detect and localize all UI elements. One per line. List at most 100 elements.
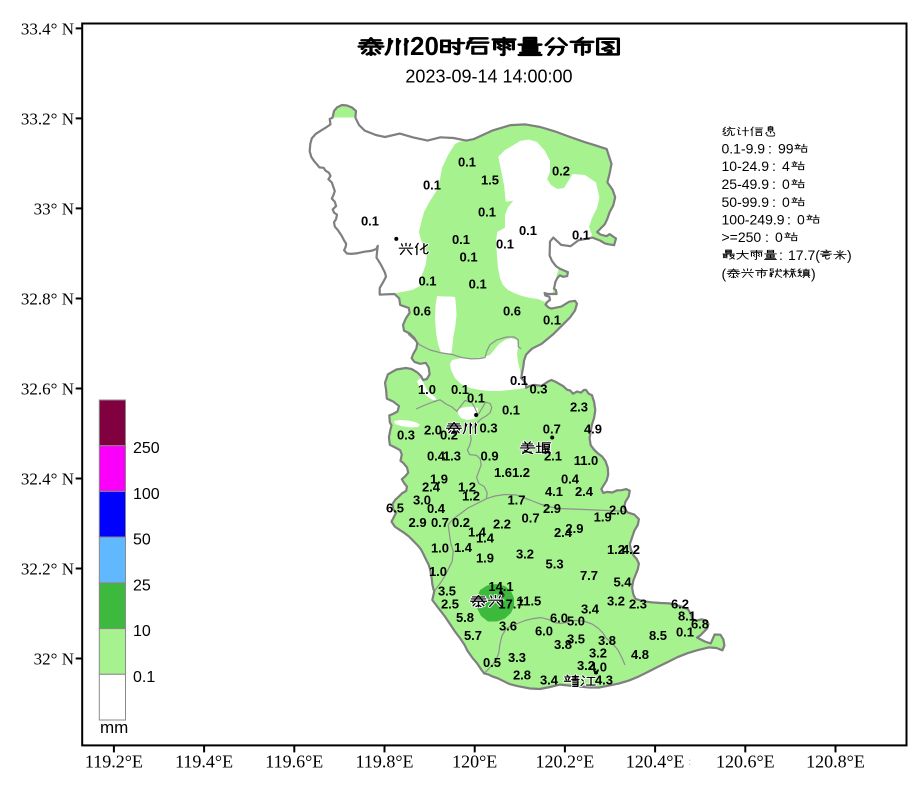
- svg-text:4.2: 4.2: [622, 542, 640, 557]
- svg-text:3.2: 3.2: [577, 658, 595, 673]
- svg-text:0.1: 0.1: [418, 274, 436, 289]
- svg-text:0.1: 0.1: [478, 205, 496, 220]
- svg-text:6.8: 6.8: [691, 617, 709, 632]
- svg-text:2.4: 2.4: [422, 480, 441, 495]
- svg-text:33.2° N: 33.2° N: [21, 109, 74, 128]
- svg-text:3.5: 3.5: [567, 632, 585, 647]
- svg-text:1.0: 1.0: [418, 382, 436, 397]
- svg-text:0.2: 0.2: [452, 515, 470, 530]
- svg-text:2.3: 2.3: [629, 597, 647, 612]
- svg-text:0.6: 0.6: [413, 304, 431, 319]
- svg-text:0.7: 0.7: [543, 422, 561, 437]
- svg-text:11.0: 11.0: [574, 453, 599, 468]
- svg-text:0.1: 0.1: [572, 228, 590, 243]
- svg-text:1.7: 1.7: [507, 493, 525, 508]
- svg-text:0: 0: [782, 176, 790, 192]
- svg-text:0.4: 0.4: [561, 472, 580, 487]
- svg-text::: :: [688, 754, 691, 768]
- svg-text:119.6°E: 119.6°E: [265, 752, 323, 772]
- svg-text:>=250: >=250: [722, 229, 762, 245]
- svg-text:3.0: 3.0: [413, 493, 431, 508]
- svg-text:2.4: 2.4: [575, 484, 594, 499]
- svg-text:3.4: 3.4: [581, 602, 600, 617]
- svg-text:2.8: 2.8: [513, 668, 531, 683]
- svg-text:17.7: 17.7: [498, 597, 523, 612]
- svg-text:3.8: 3.8: [554, 637, 572, 652]
- svg-text:0.7: 0.7: [522, 510, 540, 525]
- svg-text:5.0: 5.0: [567, 614, 585, 629]
- svg-text:1.0: 1.0: [429, 564, 447, 579]
- svg-text:2023-09-14 14:00:00: 2023-09-14 14:00:00: [405, 67, 572, 87]
- svg-text:): ): [847, 247, 852, 263]
- svg-text:2.9: 2.9: [565, 521, 583, 536]
- svg-text:33.4° N: 33.4° N: [21, 19, 74, 38]
- svg-text:120.6°E: 120.6°E: [716, 752, 775, 772]
- svg-text:0.7: 0.7: [431, 515, 449, 530]
- svg-text:25-49.9: 25-49.9: [722, 176, 770, 192]
- svg-text::: :: [772, 194, 776, 210]
- svg-text:3.2: 3.2: [607, 594, 625, 609]
- svg-text:100: 100: [133, 486, 160, 503]
- svg-text:1.4: 1.4: [476, 531, 495, 546]
- svg-text:6.5: 6.5: [386, 501, 404, 516]
- svg-text:0.1: 0.1: [467, 391, 485, 406]
- svg-text:1.2: 1.2: [458, 480, 476, 495]
- svg-text:0.1: 0.1: [519, 223, 537, 238]
- svg-text:0: 0: [797, 211, 805, 227]
- svg-text:119.2°E: 119.2°E: [85, 752, 143, 772]
- svg-text:2.9: 2.9: [543, 501, 561, 516]
- svg-text:32.8° N: 32.8° N: [21, 290, 74, 309]
- svg-text:0.2: 0.2: [440, 428, 458, 443]
- svg-text:1.4: 1.4: [468, 525, 487, 540]
- svg-text:0.1: 0.1: [502, 403, 520, 418]
- svg-text:0.1: 0.1: [361, 214, 379, 229]
- svg-text:8.1: 8.1: [678, 609, 696, 624]
- svg-text:4: 4: [782, 158, 790, 174]
- svg-text:6.2: 6.2: [671, 597, 689, 612]
- svg-text:0.1: 0.1: [496, 237, 514, 252]
- svg-text:120°E: 120°E: [452, 752, 497, 772]
- svg-text:1.2: 1.2: [462, 489, 480, 504]
- svg-text:0.4: 0.4: [427, 501, 446, 516]
- svg-text:6.0: 6.0: [535, 624, 553, 639]
- svg-text:32.4° N: 32.4° N: [21, 470, 74, 489]
- svg-text:3.2: 3.2: [516, 547, 534, 562]
- svg-text::: :: [772, 158, 776, 174]
- svg-text:0.1: 0.1: [133, 669, 155, 686]
- svg-text:17.7(: 17.7(: [788, 247, 820, 263]
- svg-text:1.9: 1.9: [430, 472, 448, 487]
- svg-text:1.2: 1.2: [512, 465, 530, 480]
- svg-text:1.2: 1.2: [607, 542, 625, 557]
- svg-text:0.1: 0.1: [676, 625, 694, 640]
- svg-text::: :: [768, 141, 772, 157]
- svg-text:25: 25: [133, 577, 151, 594]
- svg-text:0.6: 0.6: [503, 304, 521, 319]
- svg-text:119.4°E: 119.4°E: [175, 752, 233, 772]
- svg-text:2.0: 2.0: [609, 503, 627, 518]
- svg-text:2.5: 2.5: [441, 597, 459, 612]
- svg-text:3.3: 3.3: [508, 650, 526, 665]
- svg-text:0.1: 0.1: [452, 232, 470, 247]
- svg-text:mm: mm: [100, 718, 128, 737]
- svg-text:0.1: 0.1: [510, 373, 528, 388]
- svg-text:3.4: 3.4: [540, 673, 559, 688]
- svg-text:2.0: 2.0: [424, 423, 442, 438]
- svg-text::: :: [765, 229, 769, 245]
- svg-text:3.5: 3.5: [438, 584, 456, 599]
- svg-text:99: 99: [778, 141, 794, 157]
- svg-text:14.1: 14.1: [488, 579, 513, 594]
- svg-text:3.8: 3.8: [598, 633, 616, 648]
- svg-text::: :: [787, 211, 791, 227]
- svg-text:2.9: 2.9: [409, 515, 427, 530]
- svg-text:0.2: 0.2: [552, 164, 570, 179]
- svg-text:4.8: 4.8: [631, 647, 649, 662]
- svg-text:5.3: 5.3: [546, 557, 564, 572]
- svg-text:250: 250: [133, 440, 160, 457]
- svg-text:0: 0: [775, 229, 783, 245]
- svg-text:10-24.9: 10-24.9: [722, 158, 770, 174]
- svg-text:0.1-9.9: 0.1-9.9: [722, 141, 766, 157]
- svg-text:0.1: 0.1: [451, 382, 469, 397]
- svg-text:(: (: [722, 265, 727, 281]
- svg-text:5.4: 5.4: [613, 574, 632, 589]
- svg-text:120.4°E: 120.4°E: [626, 752, 685, 772]
